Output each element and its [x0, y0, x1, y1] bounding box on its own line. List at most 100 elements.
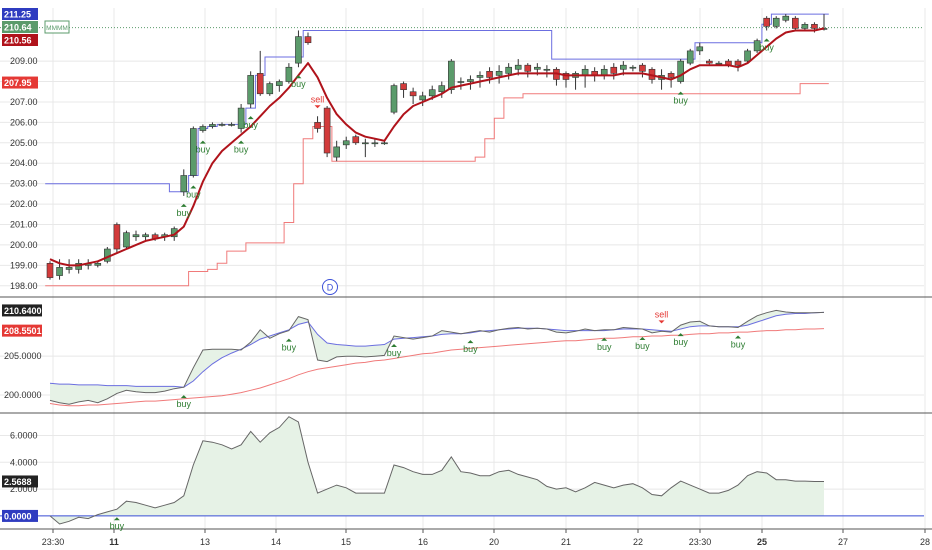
- candle-body: [276, 81, 283, 86]
- period-circle: [322, 279, 338, 295]
- sell-arrow: [658, 320, 665, 324]
- candle-body: [782, 15, 790, 21]
- price-y-tick: 201.00: [10, 220, 38, 230]
- candle-body: [610, 66, 618, 74]
- candle-body: [304, 36, 312, 44]
- candle-body: [342, 140, 350, 146]
- candle-body: [763, 17, 770, 27]
- price-tag-bg: [2, 509, 38, 522]
- buy-label: buy: [282, 343, 297, 353]
- candle-body: [381, 142, 388, 145]
- buy-label: buy: [186, 190, 201, 200]
- price-y-tick: 209.00: [10, 56, 38, 66]
- candle-body: [428, 89, 436, 97]
- candle-body: [524, 64, 532, 72]
- candle-body: [495, 71, 503, 76]
- candle-body: [734, 60, 742, 66]
- buy-arrow: [113, 517, 120, 521]
- candle-body: [409, 91, 417, 97]
- candle-body: [753, 40, 761, 52]
- legend-box: MMMM: [44, 20, 70, 34]
- candle-body: [142, 234, 149, 238]
- x-axis-label: 11: [109, 537, 119, 547]
- candle-body: [132, 234, 140, 238]
- buy-arrow: [735, 335, 741, 339]
- buy-arrow: [639, 337, 646, 341]
- price-tags: 211.25 210.64 210.56 207.95 210.6400 208.5501…: [2, 8, 42, 522]
- price-y-tick: 198.00: [10, 281, 38, 291]
- candle-body: [400, 83, 407, 91]
- buy-arrow: [763, 38, 770, 42]
- x-axis-label: 22: [633, 537, 643, 547]
- buy-arrow: [247, 116, 254, 120]
- candle-body: [457, 81, 465, 83]
- buy-arrow: [190, 185, 197, 189]
- buy-arrow: [295, 75, 302, 79]
- candle-body: [467, 79, 474, 82]
- price-tag-label: 210.64: [4, 23, 32, 33]
- buy-label: buy: [597, 342, 612, 352]
- x-axis-label: 23:30: [42, 537, 65, 547]
- buy-arrow: [467, 340, 474, 344]
- candle-body: [371, 142, 379, 145]
- candle-body: [256, 73, 264, 95]
- candle-body: [686, 50, 694, 64]
- price-tag-bg: [2, 475, 38, 488]
- buy-label: buy: [291, 79, 306, 89]
- candle-body: [65, 267, 73, 270]
- candle-body: [486, 71, 493, 78]
- candle-body: [190, 128, 197, 176]
- oscillator-y-tick: 4.0000: [10, 457, 38, 467]
- buy-label: buy: [177, 399, 192, 409]
- oscillator-y-tick: 2.0000: [10, 484, 38, 494]
- candle-body: [514, 64, 522, 70]
- candle-body: [104, 248, 111, 262]
- candle-body: [123, 232, 130, 248]
- x-axis-label: 15: [341, 537, 351, 547]
- candle-body: [543, 68, 551, 71]
- candle-body: [323, 107, 331, 154]
- buy-label: buy: [673, 337, 688, 347]
- x-axis-label: 25: [757, 537, 767, 547]
- price-tag-label: 2.5688: [4, 477, 32, 487]
- candle-body: [534, 66, 541, 70]
- buy-label: buy: [635, 341, 650, 351]
- indicator-panel[interactable]: 200.0000 205.0000 buy buy buy buy buy buy sell bu…: [0, 309, 924, 409]
- candle-body: [438, 85, 446, 93]
- candle-body: [476, 75, 484, 78]
- oscillator-fill: [50, 416, 824, 524]
- candle-body: [209, 124, 216, 127]
- candle-body: [352, 136, 360, 144]
- price-y-tick: 207.00: [10, 97, 38, 107]
- candle-body: [314, 122, 321, 129]
- candle-body: [667, 73, 675, 78]
- buy-label: buy: [177, 208, 192, 218]
- buy-label: buy: [463, 344, 478, 354]
- buy-label: buy: [243, 120, 258, 130]
- indicator-y-tick: 200.0000: [4, 390, 42, 400]
- price-y-tick: 200.00: [10, 240, 38, 250]
- candle-body: [772, 17, 780, 27]
- candle-body: [295, 36, 302, 64]
- buy-arrow: [677, 333, 684, 337]
- candle-body: [285, 66, 293, 82]
- price-tag-bg: [2, 8, 38, 20]
- buy-label: buy: [110, 521, 125, 531]
- price-tag-label: 211.25: [4, 10, 31, 20]
- legend-box-label: MMMM: [46, 25, 68, 32]
- price-tag-bg: [2, 304, 42, 317]
- buy-label: buy: [196, 145, 211, 155]
- candle-body: [237, 107, 245, 129]
- x-axis-label: 13: [200, 537, 210, 547]
- sell-label: sell: [311, 94, 325, 104]
- candle-body: [94, 263, 102, 266]
- x-axis-label: 16: [418, 537, 428, 547]
- period-marker[interactable]: D: [322, 279, 338, 295]
- price-tag-bg: [2, 76, 38, 89]
- x-axis-label: 28: [920, 537, 930, 547]
- period-marker-label: D: [327, 283, 334, 293]
- buy-arrow: [199, 140, 206, 144]
- price-tag-label: 0.0000: [4, 511, 32, 521]
